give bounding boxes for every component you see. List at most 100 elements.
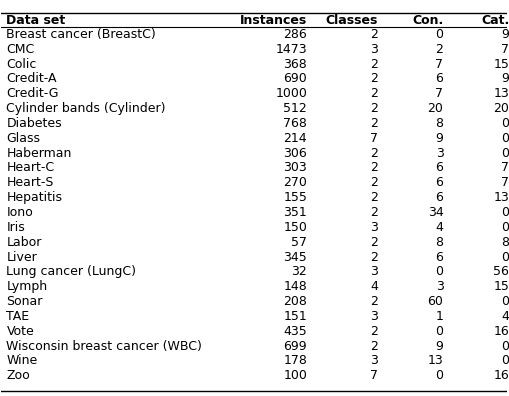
Text: 2: 2 — [369, 340, 377, 353]
Text: 9: 9 — [435, 340, 443, 353]
Text: 4: 4 — [500, 310, 508, 323]
Text: 34: 34 — [427, 206, 443, 219]
Text: 2: 2 — [369, 191, 377, 204]
Text: 1473: 1473 — [275, 43, 306, 56]
Text: 512: 512 — [283, 102, 306, 115]
Text: Heart-C: Heart-C — [7, 162, 54, 175]
Text: 2: 2 — [369, 325, 377, 338]
Text: 435: 435 — [283, 325, 306, 338]
Text: 0: 0 — [500, 340, 508, 353]
Text: 100: 100 — [282, 369, 306, 382]
Text: 6: 6 — [435, 176, 443, 189]
Text: 2: 2 — [369, 162, 377, 175]
Text: 1000: 1000 — [275, 87, 306, 100]
Text: 8: 8 — [435, 117, 443, 130]
Text: Cat.: Cat. — [480, 13, 508, 27]
Text: 6: 6 — [435, 251, 443, 264]
Text: 3: 3 — [369, 354, 377, 367]
Text: 2: 2 — [369, 57, 377, 70]
Text: Wine: Wine — [7, 354, 38, 367]
Text: 690: 690 — [283, 72, 306, 86]
Text: 3: 3 — [435, 280, 443, 293]
Text: 20: 20 — [492, 102, 508, 115]
Text: TAE: TAE — [7, 310, 30, 323]
Text: Colic: Colic — [7, 57, 37, 70]
Text: 208: 208 — [282, 295, 306, 308]
Text: 0: 0 — [500, 132, 508, 145]
Text: 16: 16 — [492, 369, 508, 382]
Text: Heart-S: Heart-S — [7, 176, 54, 189]
Text: 6: 6 — [435, 72, 443, 86]
Text: Credit-G: Credit-G — [7, 87, 59, 100]
Text: 0: 0 — [500, 295, 508, 308]
Text: 2: 2 — [369, 87, 377, 100]
Text: 7: 7 — [500, 162, 508, 175]
Text: 15: 15 — [492, 280, 508, 293]
Text: 2: 2 — [369, 28, 377, 41]
Text: Hepatitis: Hepatitis — [7, 191, 62, 204]
Text: 7: 7 — [435, 87, 443, 100]
Text: Cylinder bands (Cylinder): Cylinder bands (Cylinder) — [7, 102, 165, 115]
Text: 6: 6 — [435, 162, 443, 175]
Text: 0: 0 — [500, 251, 508, 264]
Text: Lung cancer (LungC): Lung cancer (LungC) — [7, 265, 136, 278]
Text: Instances: Instances — [239, 13, 306, 27]
Text: 214: 214 — [283, 132, 306, 145]
Text: 7: 7 — [500, 176, 508, 189]
Text: Glass: Glass — [7, 132, 40, 145]
Text: 0: 0 — [500, 206, 508, 219]
Text: 0: 0 — [500, 147, 508, 160]
Text: 306: 306 — [283, 147, 306, 160]
Text: 3: 3 — [435, 147, 443, 160]
Text: 32: 32 — [291, 265, 306, 278]
Text: 15: 15 — [492, 57, 508, 70]
Text: 7: 7 — [369, 369, 377, 382]
Text: 0: 0 — [435, 325, 443, 338]
Text: 155: 155 — [282, 191, 306, 204]
Text: 3: 3 — [369, 43, 377, 56]
Text: 2: 2 — [369, 251, 377, 264]
Text: 7: 7 — [500, 43, 508, 56]
Text: Liver: Liver — [7, 251, 37, 264]
Text: 178: 178 — [282, 354, 306, 367]
Text: 2: 2 — [369, 117, 377, 130]
Text: 2: 2 — [369, 102, 377, 115]
Text: 60: 60 — [427, 295, 443, 308]
Text: 1: 1 — [435, 310, 443, 323]
Text: 0: 0 — [500, 117, 508, 130]
Text: 2: 2 — [369, 72, 377, 86]
Text: Wisconsin breast cancer (WBC): Wisconsin breast cancer (WBC) — [7, 340, 202, 353]
Text: 7: 7 — [369, 132, 377, 145]
Text: 351: 351 — [283, 206, 306, 219]
Text: 768: 768 — [282, 117, 306, 130]
Text: Data set: Data set — [7, 13, 66, 27]
Text: CMC: CMC — [7, 43, 35, 56]
Text: Breast cancer (BreastC): Breast cancer (BreastC) — [7, 28, 156, 41]
Text: 368: 368 — [283, 57, 306, 70]
Text: 8: 8 — [500, 236, 508, 249]
Text: Lymph: Lymph — [7, 280, 47, 293]
Text: Sonar: Sonar — [7, 295, 43, 308]
Text: 13: 13 — [427, 354, 443, 367]
Text: Diabetes: Diabetes — [7, 117, 62, 130]
Text: 13: 13 — [492, 87, 508, 100]
Text: 2: 2 — [435, 43, 443, 56]
Text: 9: 9 — [500, 72, 508, 86]
Text: 345: 345 — [283, 251, 306, 264]
Text: 2: 2 — [369, 147, 377, 160]
Text: Vote: Vote — [7, 325, 34, 338]
Text: 4: 4 — [369, 280, 377, 293]
Text: 3: 3 — [369, 310, 377, 323]
Text: Iono: Iono — [7, 206, 33, 219]
Text: 2: 2 — [369, 176, 377, 189]
Text: 4: 4 — [435, 221, 443, 234]
Text: 0: 0 — [500, 221, 508, 234]
Text: 6: 6 — [435, 191, 443, 204]
Text: 0: 0 — [435, 369, 443, 382]
Text: 7: 7 — [435, 57, 443, 70]
Text: 16: 16 — [492, 325, 508, 338]
Text: 2: 2 — [369, 295, 377, 308]
Text: 2: 2 — [369, 236, 377, 249]
Text: 20: 20 — [427, 102, 443, 115]
Text: 0: 0 — [435, 28, 443, 41]
